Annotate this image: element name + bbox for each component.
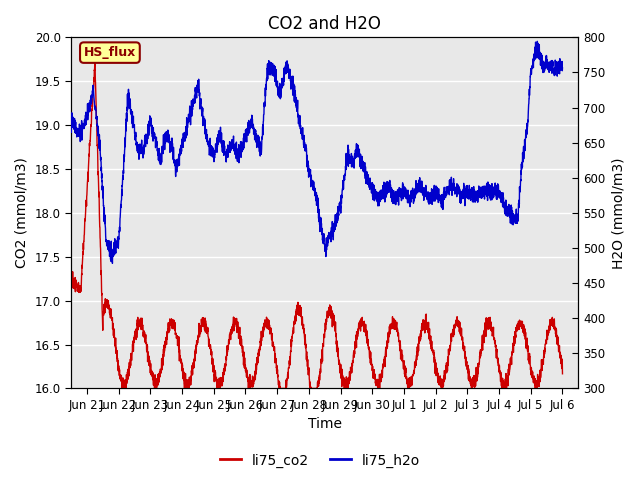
Y-axis label: CO2 (mmol/m3): CO2 (mmol/m3) (15, 157, 29, 268)
Legend: li75_co2, li75_h2o: li75_co2, li75_h2o (214, 448, 426, 473)
Text: HS_flux: HS_flux (84, 46, 136, 59)
Title: CO2 and H2O: CO2 and H2O (268, 15, 381, 33)
Y-axis label: H2O (mmol/m3): H2O (mmol/m3) (611, 157, 625, 269)
X-axis label: Time: Time (308, 418, 342, 432)
